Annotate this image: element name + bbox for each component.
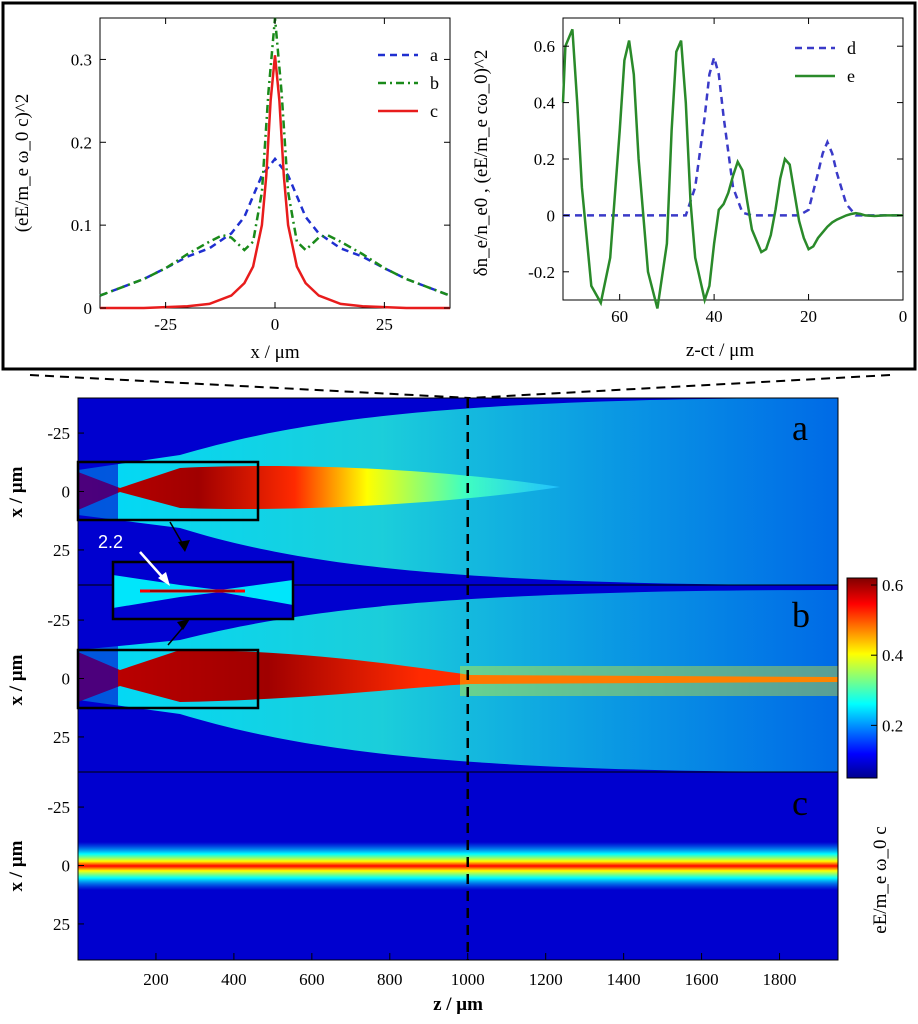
- colorbar-tick-label: 0.6: [882, 576, 903, 595]
- right-xlabel: z-ct / μm: [686, 340, 754, 361]
- map-y-tick-label: 25: [53, 915, 70, 934]
- panel-label-c: c: [792, 783, 808, 823]
- map-x-tick-label: 1600: [685, 970, 719, 989]
- y-tick-label: 0: [547, 206, 556, 225]
- y-tick-label: 0.2: [534, 150, 555, 169]
- right-plot-area: [562, 17, 904, 301]
- map-x-tick-label: 400: [221, 970, 247, 989]
- map-y-tick-label: -25: [47, 611, 70, 630]
- y-tick-label: 0.2: [71, 133, 92, 152]
- left-inset-plot: -25 0 25 0 0.1 0.2 0.3 x / μm (eE/m_e ω_0 c)^2…: [12, 17, 451, 363]
- panel-label-a: a: [792, 408, 808, 448]
- y-tick-label: -0.2: [528, 263, 555, 282]
- zoom-inset-box: [111, 560, 295, 621]
- left-ylabel: (eE/m_e ω_0 c)^2: [12, 94, 33, 233]
- series-e-line: [561, 28, 903, 309]
- map-xlabel: z / μm: [433, 994, 483, 1015]
- map-x-tick-label: 1200: [529, 970, 563, 989]
- left-xlabel: x / μm: [250, 342, 299, 363]
- y-tick-label: 0.4: [534, 94, 556, 113]
- zoom-line-right: [469, 374, 891, 399]
- y-tick-label: 0: [84, 299, 93, 318]
- map-x-tick-label: 200: [143, 970, 169, 989]
- x-tick-label: 0: [899, 307, 908, 326]
- map-ylabel-b: x / μm: [6, 654, 27, 705]
- colorbar-tick-label: 0.2: [882, 716, 903, 735]
- map-y-tick-label: -25: [47, 424, 70, 443]
- series-c-line: [100, 55, 450, 310]
- map-x-tick-label: 1400: [607, 970, 641, 989]
- map-y-tick-label: 0: [62, 857, 71, 876]
- panel-c: [78, 772, 838, 960]
- map-ylabel-c: x / μm: [6, 840, 27, 891]
- x-tick-label: 20: [800, 307, 817, 326]
- map-x-tick-label: 800: [377, 970, 403, 989]
- map-y-tick-label: 25: [53, 728, 70, 747]
- colorbar-tick-label: 0.4: [882, 646, 904, 665]
- colorbar-label: eE/m_e ω_0 c: [870, 826, 891, 933]
- map-y-tick-label: 0: [62, 483, 71, 502]
- y-tick-label: 0.1: [71, 216, 92, 235]
- zoom-line-left: [29, 374, 471, 399]
- colorbar: 0.2 0.4 0.6 eE/m_e ω_0 c: [846, 576, 904, 934]
- legend-label-d: d: [847, 38, 856, 58]
- x-tick-label: 0: [271, 315, 280, 334]
- legend-label-e: e: [847, 66, 855, 86]
- y-tick-label: 0.3: [71, 50, 92, 69]
- map-x-tick-label: 1000: [451, 970, 485, 989]
- panel-b: [78, 585, 838, 772]
- x-tick-label: 60: [611, 307, 628, 326]
- colorbar-gradient: [846, 577, 878, 779]
- map-y-tick-label: 0: [62, 670, 71, 689]
- x-tick-label: -25: [154, 315, 177, 334]
- map-x-tick-label: 1800: [763, 970, 797, 989]
- panel-label-b: b: [792, 595, 810, 635]
- legend-label-c: c: [430, 101, 438, 121]
- map-y-tick-label: 25: [53, 541, 70, 560]
- right-legend: de: [795, 38, 856, 86]
- map-ylabel-a: x / μm: [6, 466, 27, 517]
- heatmap-panels: 2.2 a b c 200 400 600 800 1000 1200 1400 1600 18…: [6, 397, 839, 1015]
- series-d-line: [563, 52, 903, 217]
- map-x-tick-label: 600: [299, 970, 325, 989]
- legend-label-a: a: [430, 45, 438, 65]
- zoom-annotation: 2.2: [98, 532, 123, 552]
- left-legend: abc: [378, 45, 439, 121]
- x-tick-label: 25: [376, 315, 393, 334]
- panel-a: [78, 398, 838, 585]
- map-y-tick-label: -25: [47, 798, 70, 817]
- inset-frame: [1, 1, 917, 371]
- right-inset-plot: 60 40 20 0 -0.2 0 0.2 0.4 0.6 z-ct / μm δn_e/n_e…: [471, 17, 908, 361]
- annotation-arrow: [139, 551, 166, 581]
- x-tick-label: 40: [706, 307, 723, 326]
- right-ylabel: δn_e/n_e0 , (eE/m_e cω_0)^2: [471, 50, 492, 277]
- y-tick-label: 0.6: [534, 37, 555, 56]
- legend-label-b: b: [430, 73, 439, 93]
